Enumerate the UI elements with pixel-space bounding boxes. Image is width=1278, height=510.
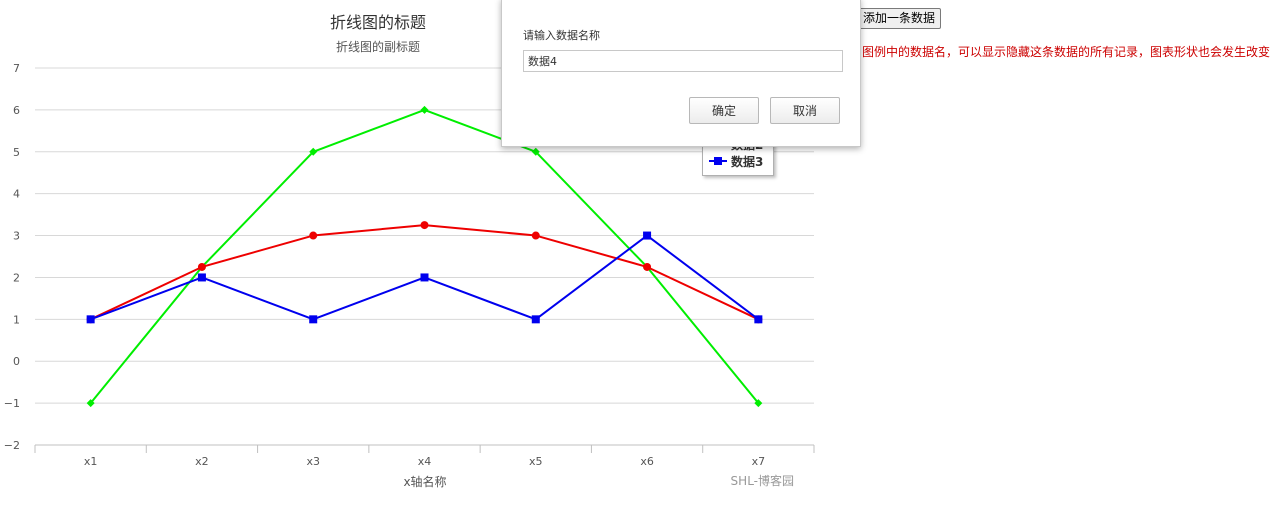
cancel-button[interactable]: 取消 xyxy=(770,97,840,124)
data-point[interactable] xyxy=(420,273,429,282)
confirm-button[interactable]: 确定 xyxy=(689,97,759,124)
chart-title: 折线图的标题 xyxy=(330,13,426,32)
data-point[interactable] xyxy=(309,231,318,240)
legend-item-3[interactable]: 数据3 xyxy=(709,153,763,169)
y-tick-label: 2 xyxy=(13,271,20,284)
x-tick-label: x3 xyxy=(306,455,320,468)
data-point[interactable] xyxy=(86,399,95,408)
chart-subtitle: 折线图的副标题 xyxy=(336,39,420,54)
dialog-label: 请输入数据名称 xyxy=(523,29,600,42)
data-point[interactable] xyxy=(531,315,540,324)
y-tick-label: 6 xyxy=(13,104,20,117)
data-point[interactable] xyxy=(197,273,206,282)
credit-text[interactable]: SHL-博客园 xyxy=(731,473,794,488)
series-line-1[interactable] xyxy=(89,108,760,404)
data-point[interactable] xyxy=(531,147,540,156)
data-point[interactable] xyxy=(643,231,652,240)
data-point[interactable] xyxy=(754,315,763,324)
y-tick-label: 4 xyxy=(13,188,20,201)
y-tick-label: 1 xyxy=(13,313,20,326)
data-point[interactable] xyxy=(86,315,95,324)
x-tick-label: x1 xyxy=(84,455,98,468)
x-tick-label: x5 xyxy=(529,455,543,468)
x-tick-label: x2 xyxy=(195,455,209,468)
x-tick-label: x4 xyxy=(418,455,432,468)
series-line-2[interactable] xyxy=(90,224,759,321)
data-point[interactable] xyxy=(531,231,540,240)
legend-symbol-3 xyxy=(709,157,727,165)
prompt-dialog: 请输入数据名称 确定 取消 xyxy=(501,0,861,147)
series-name-input[interactable] xyxy=(523,50,843,72)
y-tick-label: 0 xyxy=(13,355,20,368)
data-point[interactable] xyxy=(643,262,652,271)
y-tick-label: −2 xyxy=(4,439,20,452)
data-point[interactable] xyxy=(309,147,318,156)
data-point[interactable] xyxy=(197,262,206,271)
data-point[interactable] xyxy=(754,399,763,408)
legend-label-3: 数据3 xyxy=(731,154,764,169)
y-tick-label: 5 xyxy=(13,146,20,159)
y-tick-label: −1 xyxy=(4,397,20,410)
hint-text: 图例中的数据名，可以显示隐藏这条数据的所有记录，图表形状也会发生改变 xyxy=(862,45,1271,59)
data-point[interactable] xyxy=(309,315,318,324)
data-point[interactable] xyxy=(420,221,429,230)
x-axis-label: x轴名称 xyxy=(403,474,446,489)
x-tick-label: x7 xyxy=(752,455,766,468)
x-tick-label: x6 xyxy=(640,455,654,468)
y-tick-label: 3 xyxy=(13,230,20,243)
add-series-button[interactable]: 添加一条数据 xyxy=(857,8,942,29)
data-point[interactable] xyxy=(420,105,429,114)
y-tick-label: 7 xyxy=(13,62,20,75)
